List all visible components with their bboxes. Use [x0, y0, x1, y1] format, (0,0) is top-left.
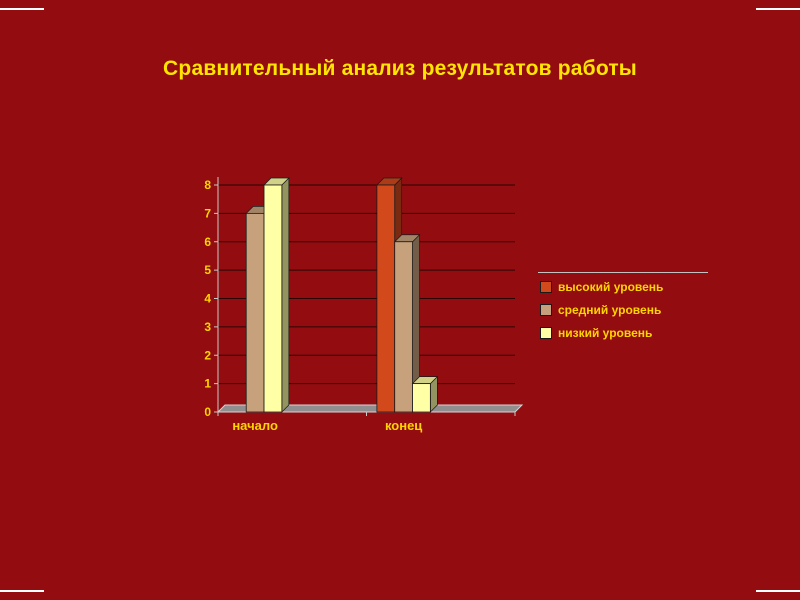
slide-corner-mark — [756, 590, 800, 592]
svg-text:3: 3 — [204, 320, 211, 334]
svg-text:6: 6 — [204, 235, 211, 249]
legend-item-low: низкий уровень — [540, 326, 708, 340]
legend-item-medium: средний уровень — [540, 303, 708, 317]
svg-text:2: 2 — [204, 348, 211, 362]
legend-swatch-low-icon — [540, 327, 552, 339]
svg-text:конец: конец — [385, 418, 422, 433]
svg-text:начало: начало — [232, 418, 278, 433]
svg-text:7: 7 — [204, 206, 211, 220]
slide-corner-mark — [756, 8, 800, 10]
legend-label-low: низкий уровень — [558, 326, 653, 340]
svg-text:0: 0 — [204, 405, 211, 419]
legend-label-high: высокий уровень — [558, 280, 664, 294]
legend-item-high: высокий уровень — [540, 280, 708, 294]
slide-corner-mark — [0, 8, 44, 10]
svg-text:5: 5 — [204, 263, 211, 277]
slide-corner-mark — [0, 590, 44, 592]
bar-chart: 0 1 2 3 4 5 6 7 8 начало конец — [204, 177, 524, 433]
legend-label-medium: средний уровень — [558, 303, 662, 317]
svg-text:4: 4 — [204, 292, 211, 306]
svg-text:1: 1 — [204, 377, 211, 391]
bar-chart-area: 0 1 2 3 4 5 6 7 8 начало конец — [182, 162, 542, 452]
svg-text:8: 8 — [204, 178, 211, 192]
chart-legend: высокий уровень средний уровень низкий у… — [538, 272, 708, 349]
legend-swatch-medium-icon — [540, 304, 552, 316]
slide-title: Сравнительный анализ результатов работы — [163, 57, 637, 80]
legend-swatch-high-icon — [540, 281, 552, 293]
